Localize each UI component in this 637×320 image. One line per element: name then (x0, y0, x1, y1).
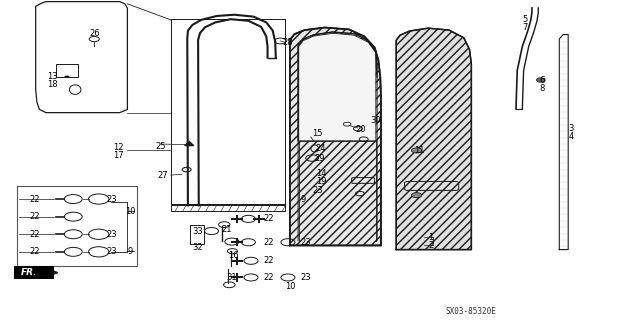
Polygon shape (299, 33, 376, 141)
Text: 5: 5 (522, 15, 527, 24)
Text: 9: 9 (127, 247, 132, 256)
Text: 12: 12 (113, 143, 124, 152)
Polygon shape (396, 28, 471, 250)
Circle shape (412, 193, 422, 198)
Text: 23: 23 (106, 230, 117, 239)
Text: 9: 9 (301, 195, 306, 204)
Text: 23: 23 (301, 238, 311, 247)
Text: 30: 30 (371, 116, 381, 125)
Circle shape (412, 148, 422, 153)
Text: 2: 2 (428, 241, 433, 250)
Text: 24: 24 (316, 144, 326, 153)
Text: 23: 23 (312, 186, 322, 195)
Text: 15: 15 (312, 129, 322, 138)
Text: 22: 22 (30, 195, 40, 204)
Text: 31: 31 (227, 273, 237, 282)
Text: 4: 4 (568, 132, 573, 140)
Text: 23: 23 (106, 195, 117, 204)
Text: SX03-85320E: SX03-85320E (446, 307, 497, 316)
Text: 10: 10 (285, 282, 296, 291)
Text: 22: 22 (264, 256, 274, 265)
Text: 33: 33 (192, 227, 203, 236)
Text: 6: 6 (540, 76, 545, 84)
Text: 28: 28 (283, 38, 293, 47)
Text: 19: 19 (316, 177, 326, 186)
Text: 23: 23 (301, 273, 311, 282)
Text: 17: 17 (113, 151, 124, 160)
Circle shape (64, 76, 69, 78)
Text: 18: 18 (47, 80, 57, 89)
Text: 11: 11 (414, 146, 424, 155)
Text: 20: 20 (355, 125, 366, 134)
Bar (17, 186, 137, 266)
Text: 13: 13 (47, 72, 57, 81)
Text: 29: 29 (315, 154, 325, 163)
Text: FR.: FR. (21, 268, 38, 277)
Text: 22: 22 (30, 230, 40, 239)
Text: 27: 27 (157, 171, 168, 180)
Polygon shape (290, 28, 381, 245)
Text: 25: 25 (155, 142, 166, 151)
Text: 10: 10 (125, 207, 135, 216)
Text: 32: 32 (192, 243, 203, 252)
Bar (14, 266, 54, 279)
Polygon shape (185, 141, 194, 146)
Text: 22: 22 (264, 214, 274, 223)
Text: 3: 3 (568, 124, 573, 132)
Text: 22: 22 (30, 247, 40, 256)
Bar (171, 204, 285, 211)
Text: 23: 23 (106, 247, 117, 256)
Bar (190, 225, 204, 244)
Text: 22: 22 (30, 212, 40, 221)
Text: 7: 7 (522, 23, 527, 32)
Text: 26: 26 (89, 29, 99, 38)
Circle shape (536, 78, 545, 82)
Text: 8: 8 (540, 84, 545, 92)
Text: 22: 22 (264, 238, 274, 247)
Text: 22: 22 (264, 273, 274, 282)
Text: 14: 14 (316, 169, 326, 178)
Text: 16: 16 (228, 251, 238, 260)
Text: 21: 21 (222, 225, 232, 234)
Text: 1: 1 (428, 233, 433, 242)
